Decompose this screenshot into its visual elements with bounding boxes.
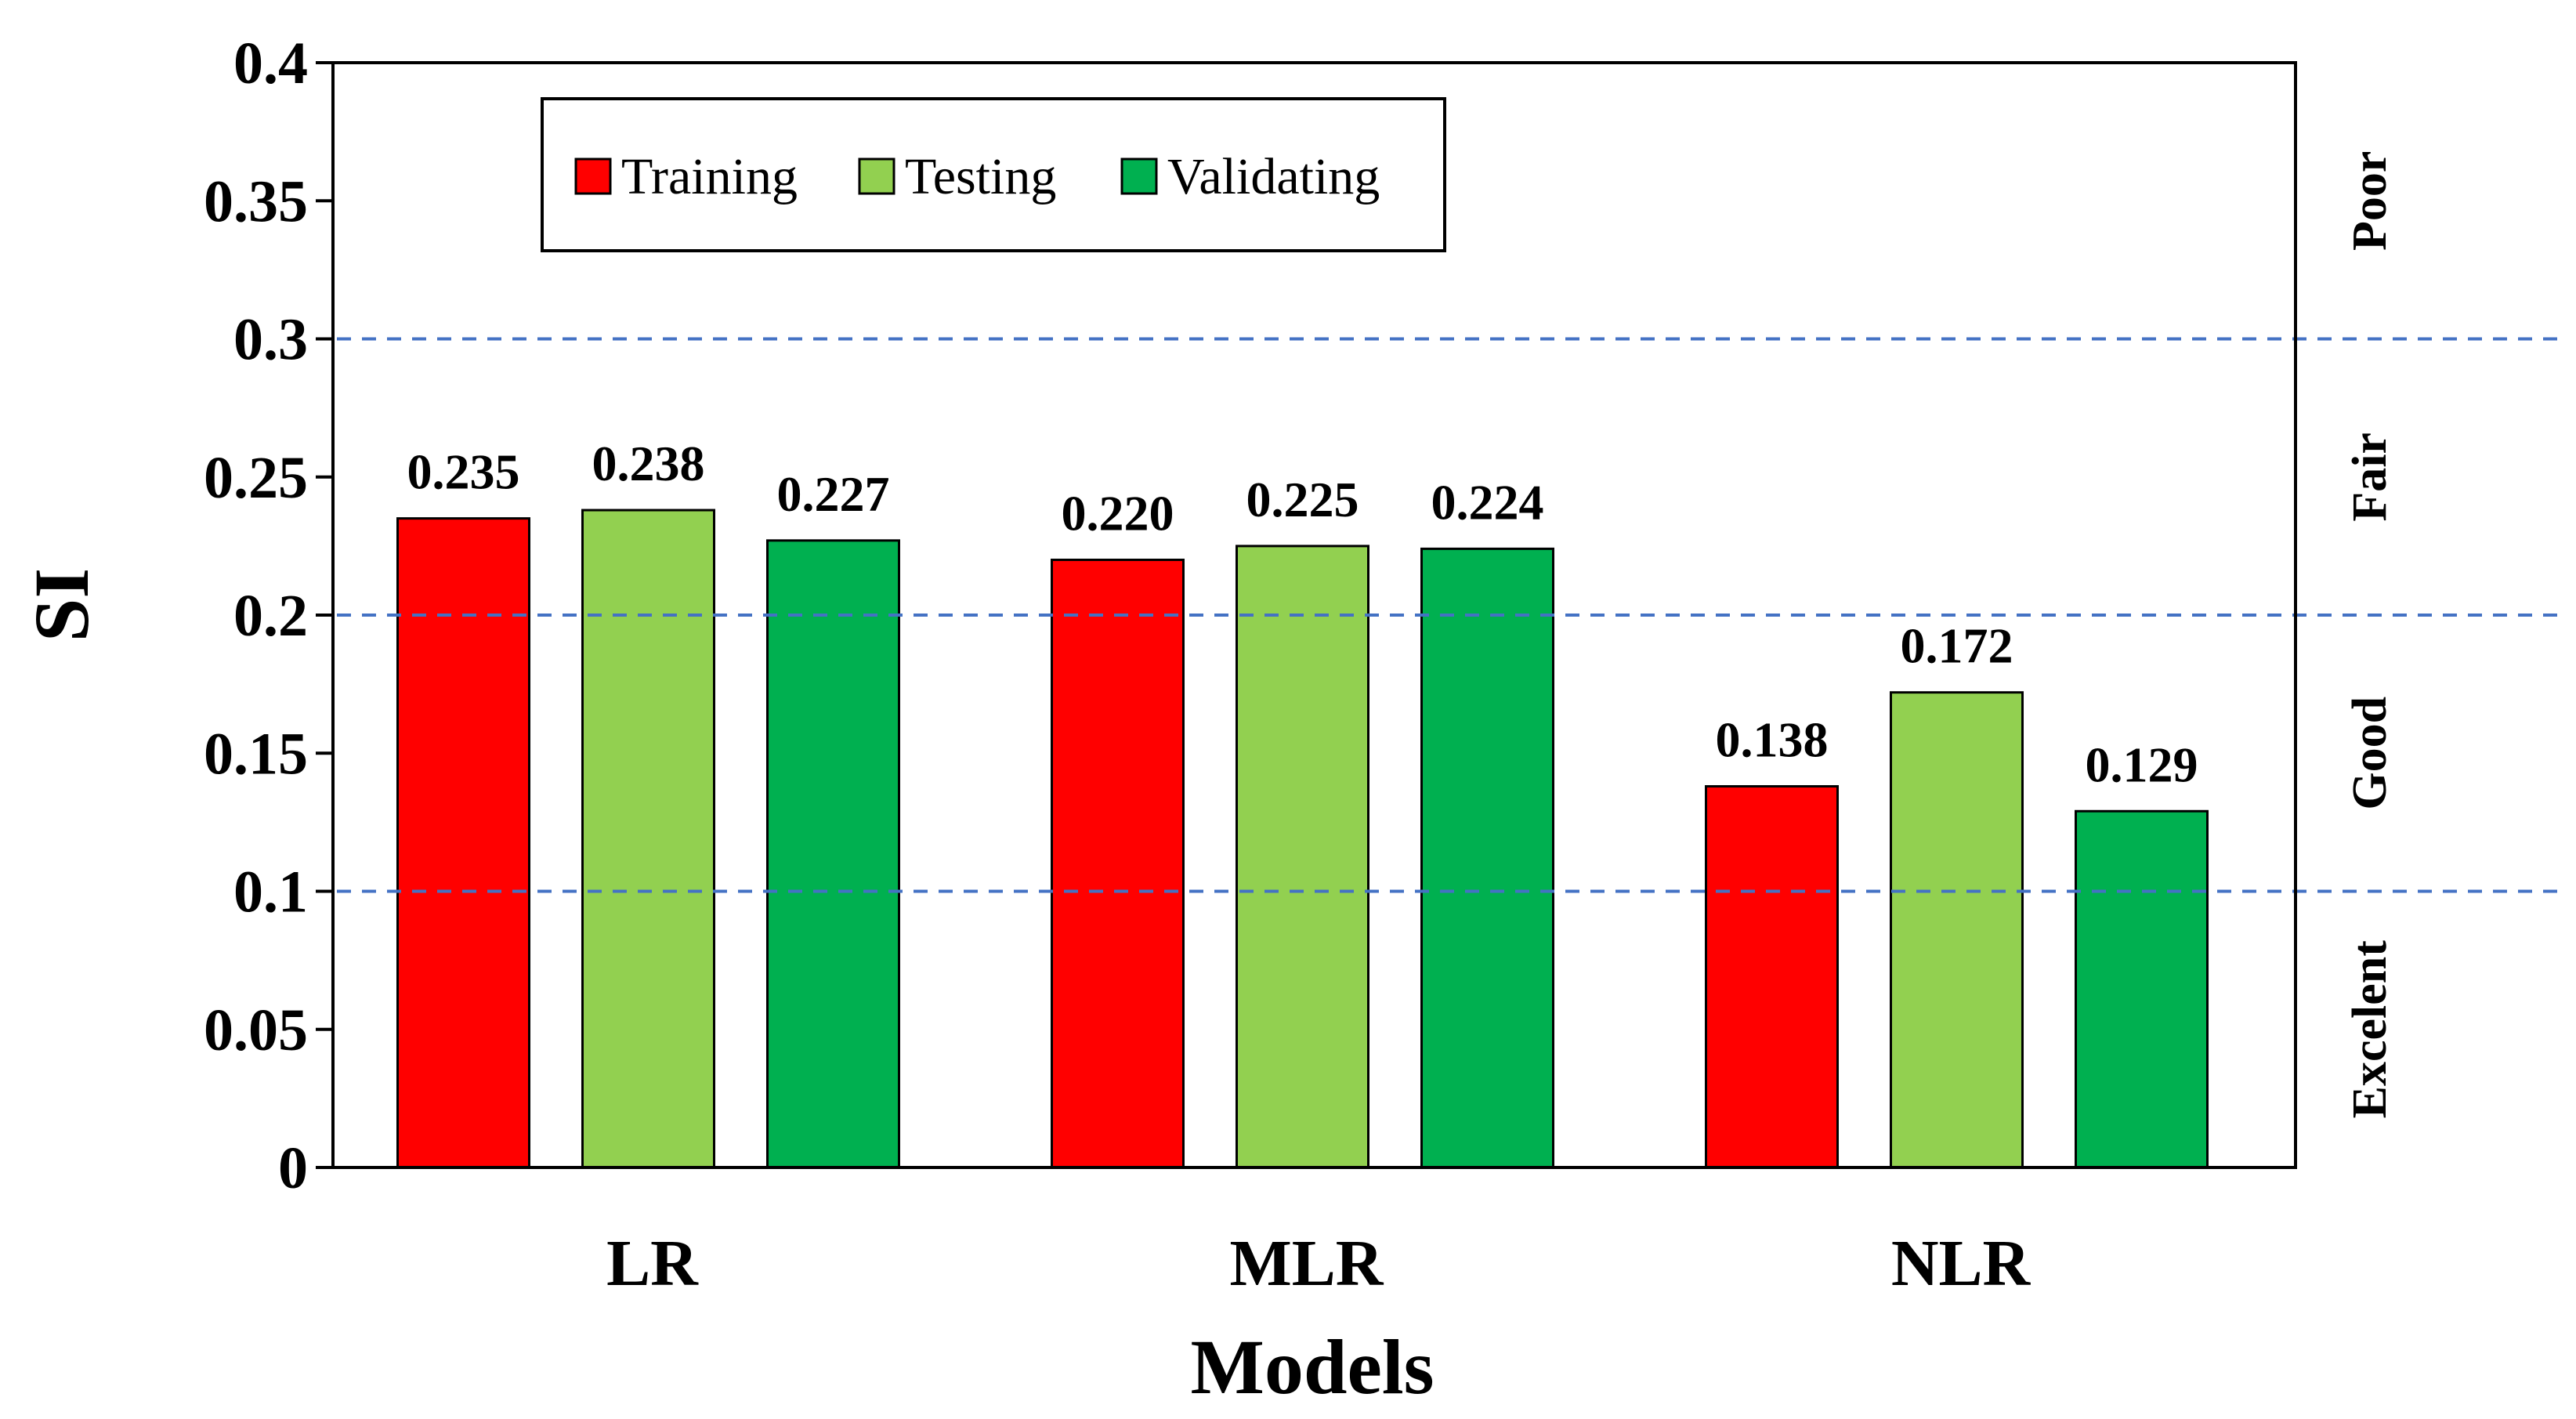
x-tick-label-nlr: NLR xyxy=(1891,1227,2031,1300)
y-tick-label: 0.15 xyxy=(204,721,308,787)
data-label-mlr-validating: 0.224 xyxy=(1431,474,1544,530)
y-tick-label: 0.2 xyxy=(233,583,308,649)
bar-mlr-validating xyxy=(1420,547,1554,1169)
bar-mlr-testing xyxy=(1236,545,1369,1169)
data-label-mlr-training: 0.220 xyxy=(1062,486,1174,541)
data-label-lr-validating: 0.227 xyxy=(777,466,890,522)
quality-zones: Excelent Good Fair Poor xyxy=(2343,151,2397,1119)
x-tick-label-lr: LR xyxy=(606,1227,699,1300)
bar-lr-training xyxy=(396,517,530,1169)
y-tick-label: 0.1 xyxy=(233,860,308,925)
x-tick-label-mlr: MLR xyxy=(1230,1227,1384,1300)
legend-label-training: Training xyxy=(621,148,798,205)
legend-swatch-training xyxy=(574,157,612,195)
legend-swatch-testing xyxy=(858,157,895,195)
y-tick-label: 0.35 xyxy=(204,168,308,234)
data-label-nlr-testing: 0.172 xyxy=(1901,618,2013,674)
legend-box xyxy=(541,97,1446,252)
zone-label-fair: Fair xyxy=(2343,433,2397,522)
legend-swatch-validating xyxy=(1120,157,1158,195)
bar-nlr-training xyxy=(1705,785,1839,1169)
data-label-lr-training: 0.235 xyxy=(407,444,520,500)
bar-nlr-testing xyxy=(1890,691,2024,1169)
legend-label-validating: Validating xyxy=(1167,148,1380,205)
zone-label-good: Good xyxy=(2343,697,2397,810)
bar-mlr-training xyxy=(1051,559,1185,1169)
data-labels: 0.235 0.238 0.227 0.220 0.225 0.224 0.138 0.172… xyxy=(407,436,2198,792)
legend: Training Testing Validating xyxy=(541,97,1446,252)
y-tick-label: 0.3 xyxy=(233,307,308,373)
bar-nlr-validating xyxy=(2075,809,2209,1169)
legend-label-testing: Testing xyxy=(905,148,1056,205)
bars xyxy=(396,509,2209,1169)
zone-label-excelent: Excelent xyxy=(2343,940,2397,1119)
y-tick-label: 0 xyxy=(278,1135,308,1201)
y-tick-label: 0.05 xyxy=(204,997,308,1063)
bar-lr-testing xyxy=(581,509,715,1169)
threshold-lines xyxy=(337,337,2566,893)
data-label-nlr-validating: 0.129 xyxy=(2086,737,2198,792)
zone-label-poor: Poor xyxy=(2343,151,2397,251)
axes: 0 0.05 0.1 0.15 0.2 0.25 0.3 0.35 0.4 LR MLR NLR xyxy=(204,31,2031,1300)
bar-lr-validating xyxy=(766,539,900,1169)
data-label-lr-testing: 0.238 xyxy=(592,436,705,491)
y-tick-label: 0.25 xyxy=(204,445,308,511)
y-tick-label: 0.4 xyxy=(233,31,308,96)
data-label-nlr-training: 0.138 xyxy=(1716,712,1829,768)
data-label-mlr-testing: 0.225 xyxy=(1246,472,1359,527)
x-axis-title: Models xyxy=(1190,1323,1434,1410)
y-axis-title: SI xyxy=(18,568,105,643)
